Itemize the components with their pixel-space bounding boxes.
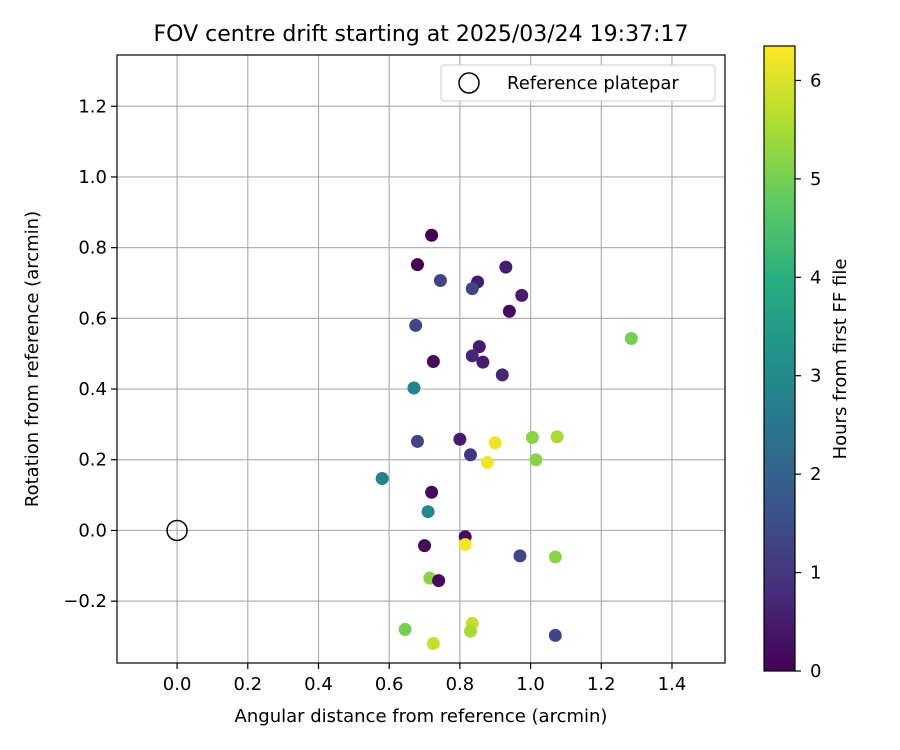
y-tick-label: 0.0 xyxy=(78,520,107,541)
data-point xyxy=(550,430,564,444)
data-point xyxy=(488,436,502,450)
y-tick-label: 1.0 xyxy=(78,167,107,188)
data-point xyxy=(425,228,439,242)
grid-lines xyxy=(117,55,725,663)
data-point xyxy=(418,539,432,553)
data-point xyxy=(433,274,447,288)
colorbar: 0 1 2 3 4 5 6 Hours from first FF file xyxy=(763,45,851,682)
data-point xyxy=(548,628,562,642)
y-tick-label: −0.2 xyxy=(63,591,107,612)
data-point xyxy=(398,622,412,636)
legend-marker-open-circle-icon xyxy=(458,72,480,94)
x-tick-label: 0.4 xyxy=(304,674,333,695)
data-point xyxy=(409,318,423,332)
data-point xyxy=(495,368,509,382)
data-point xyxy=(525,430,539,444)
data-points xyxy=(375,228,638,651)
colorbar-tick-label: 4 xyxy=(810,267,821,288)
x-tick-label: 1.2 xyxy=(587,674,616,695)
colorbar-label: Hours from first FF file xyxy=(830,259,851,460)
reference-point-open-circle xyxy=(166,519,188,542)
colorbar-tick-label: 0 xyxy=(810,661,821,682)
y-tick-label: 0.6 xyxy=(78,308,107,329)
x-tick-label: 1.0 xyxy=(516,674,545,695)
x-tick-label: 0.2 xyxy=(233,674,262,695)
chart-title: FOV centre drift starting at 2025/03/24 … xyxy=(154,22,689,47)
data-point xyxy=(472,340,486,354)
data-point xyxy=(432,574,446,588)
y-axis-ticks: −0.2 0.0 0.2 0.4 0.6 0.8 1.0 1.2 xyxy=(63,96,117,612)
data-point xyxy=(407,381,421,395)
data-point xyxy=(426,354,440,368)
y-axis-label: Rotation from reference (arcmin) xyxy=(22,211,43,507)
colorbar-gradient xyxy=(763,45,796,672)
data-point xyxy=(502,304,516,318)
reference-marker xyxy=(166,519,188,542)
plot-area-frame xyxy=(116,54,726,664)
data-point xyxy=(499,260,513,274)
x-tick-label: 0.6 xyxy=(375,674,404,695)
data-point xyxy=(421,505,435,519)
y-tick-label: 1.2 xyxy=(78,96,107,117)
data-point xyxy=(426,637,440,651)
data-point xyxy=(476,355,490,369)
data-point xyxy=(480,456,494,470)
x-tick-label: 0.0 xyxy=(163,674,192,695)
colorbar-tick-label: 1 xyxy=(810,563,821,584)
data-point xyxy=(513,549,527,563)
data-point xyxy=(548,550,562,564)
x-axis-ticks: 0.0 0.2 0.4 0.6 0.8 1.0 1.2 1.4 xyxy=(163,663,687,695)
data-point xyxy=(465,282,479,296)
x-axis-label: Angular distance from reference (arcmin) xyxy=(235,706,608,727)
legend: Reference platepar xyxy=(440,64,716,102)
data-point xyxy=(515,288,529,302)
data-point xyxy=(425,485,439,499)
colorbar-tick-label: 5 xyxy=(810,169,821,190)
data-point xyxy=(410,258,424,272)
colorbar-tick-label: 6 xyxy=(810,70,821,91)
legend-box xyxy=(440,64,716,102)
data-point xyxy=(453,432,467,446)
data-point xyxy=(410,434,424,448)
legend-label: Reference platepar xyxy=(507,73,679,94)
data-point xyxy=(465,349,479,363)
x-tick-label: 0.8 xyxy=(446,674,475,695)
colorbar-tick-label: 3 xyxy=(810,366,821,387)
y-tick-label: 0.8 xyxy=(78,238,107,259)
colorbar-tick-label: 2 xyxy=(810,464,821,485)
data-point xyxy=(375,471,389,485)
data-point xyxy=(458,538,472,552)
data-point xyxy=(624,331,638,345)
data-point xyxy=(529,453,543,467)
colorbar-ticks: 0 1 2 3 4 5 6 xyxy=(795,70,821,682)
x-tick-label: 1.4 xyxy=(658,674,687,695)
data-point xyxy=(463,448,477,462)
data-point xyxy=(463,624,477,638)
y-tick-label: 0.4 xyxy=(78,379,107,400)
y-tick-label: 0.2 xyxy=(78,450,107,471)
